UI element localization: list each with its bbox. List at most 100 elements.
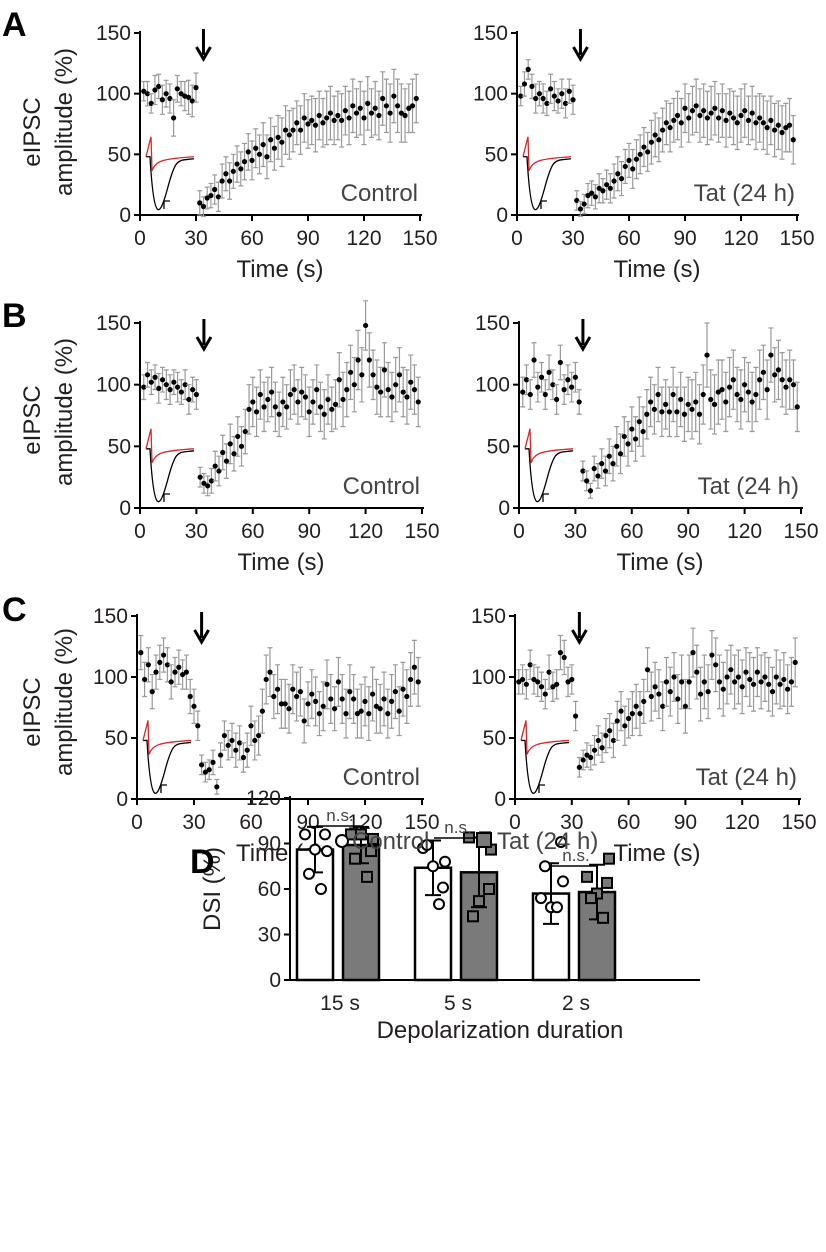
data-point	[408, 676, 414, 683]
data-point	[252, 737, 258, 744]
category-label: 15 s	[320, 992, 360, 1015]
data-point	[362, 698, 368, 705]
data-point	[221, 732, 227, 739]
data-point	[227, 441, 233, 447]
data-point	[576, 764, 582, 770]
data-point	[141, 88, 147, 94]
data-point	[675, 696, 681, 702]
data-point	[380, 95, 386, 102]
data-point	[660, 127, 666, 133]
data-point	[745, 117, 752, 123]
y-tick-label-b-tat: 150	[475, 312, 510, 335]
ylabel-c-line1: eIPSC	[19, 677, 46, 746]
data-point	[540, 95, 546, 102]
category-label: 2 s	[562, 992, 590, 1015]
data-point	[214, 784, 220, 790]
scale-bar	[163, 493, 170, 502]
data-point	[587, 488, 594, 494]
data-point	[641, 698, 647, 705]
data-point	[152, 87, 158, 93]
data-point	[535, 679, 541, 685]
data-point	[294, 693, 300, 700]
data-point	[297, 127, 304, 133]
data-point	[413, 95, 419, 102]
x-axis-label-a-tat: Time (s)	[613, 256, 700, 283]
data-point	[726, 384, 733, 390]
data-point	[240, 754, 246, 761]
data-point	[734, 120, 740, 126]
x-tick-label-c-control: 150	[404, 811, 439, 834]
data-point	[291, 387, 297, 393]
data-point	[648, 693, 654, 700]
data-point	[339, 696, 345, 702]
data-point	[779, 377, 785, 383]
individual-point-control	[557, 875, 569, 888]
data-point	[648, 399, 654, 405]
x-tick-label-a-control: 60	[240, 227, 263, 250]
ylabel-c-line2: amplitude (%)	[51, 628, 78, 776]
data-point	[265, 396, 271, 403]
data-point	[546, 369, 552, 375]
data-point	[269, 389, 275, 395]
data-point	[176, 664, 182, 670]
data-point	[306, 409, 312, 415]
y-tick-label-b-control: 150	[96, 312, 131, 335]
data-point	[370, 372, 376, 378]
data-point	[617, 451, 624, 457]
data-point	[231, 451, 237, 457]
data-point	[144, 91, 151, 97]
individual-point-control	[439, 855, 451, 868]
trace-tat	[145, 428, 195, 464]
category-label: 5 s	[444, 992, 472, 1015]
data-point	[153, 669, 159, 675]
individual-point-tat	[483, 883, 495, 895]
data-point	[201, 480, 207, 486]
data-point	[790, 382, 797, 388]
data-point	[331, 117, 337, 123]
data-point	[607, 728, 613, 734]
data-point	[290, 686, 296, 692]
data-point	[794, 404, 800, 410]
data-point	[408, 379, 414, 385]
data-point	[548, 86, 554, 92]
data-point	[679, 679, 685, 685]
y-tick-label-b-tat: 50	[487, 435, 510, 458]
individual-point-tat	[467, 910, 479, 923]
data-point	[189, 98, 195, 104]
data-point	[208, 478, 215, 484]
y-tick-label-d: 0	[269, 969, 281, 992]
y-tick-label-c-tat: 150	[471, 605, 506, 628]
individual-point-control	[433, 898, 445, 911]
data-point	[747, 676, 753, 683]
data-point	[785, 686, 791, 692]
data-point	[316, 112, 322, 119]
data-point	[730, 115, 737, 121]
data-point	[768, 117, 774, 123]
data-point	[738, 112, 744, 119]
data-point	[355, 357, 361, 363]
data-point	[777, 681, 783, 687]
x-tick-label-a-control: 30	[184, 227, 207, 250]
data-point	[347, 369, 354, 375]
legend-marker-tat	[476, 832, 492, 848]
data-point	[370, 691, 376, 697]
data-point	[400, 686, 406, 692]
data-point	[768, 352, 774, 358]
data-point	[312, 122, 319, 128]
data-point	[637, 711, 643, 717]
data-point	[704, 352, 710, 358]
data-point	[708, 110, 714, 116]
data-point	[171, 379, 177, 385]
data-point	[705, 689, 711, 695]
data-point	[256, 732, 262, 739]
data-point	[275, 686, 281, 692]
data-point	[180, 671, 186, 678]
data-point	[519, 676, 526, 683]
data-point	[775, 367, 782, 373]
data-point	[562, 100, 569, 106]
x-tick-label-a-tat: 30	[561, 227, 584, 250]
data-point	[208, 192, 214, 199]
data-point	[272, 404, 278, 410]
